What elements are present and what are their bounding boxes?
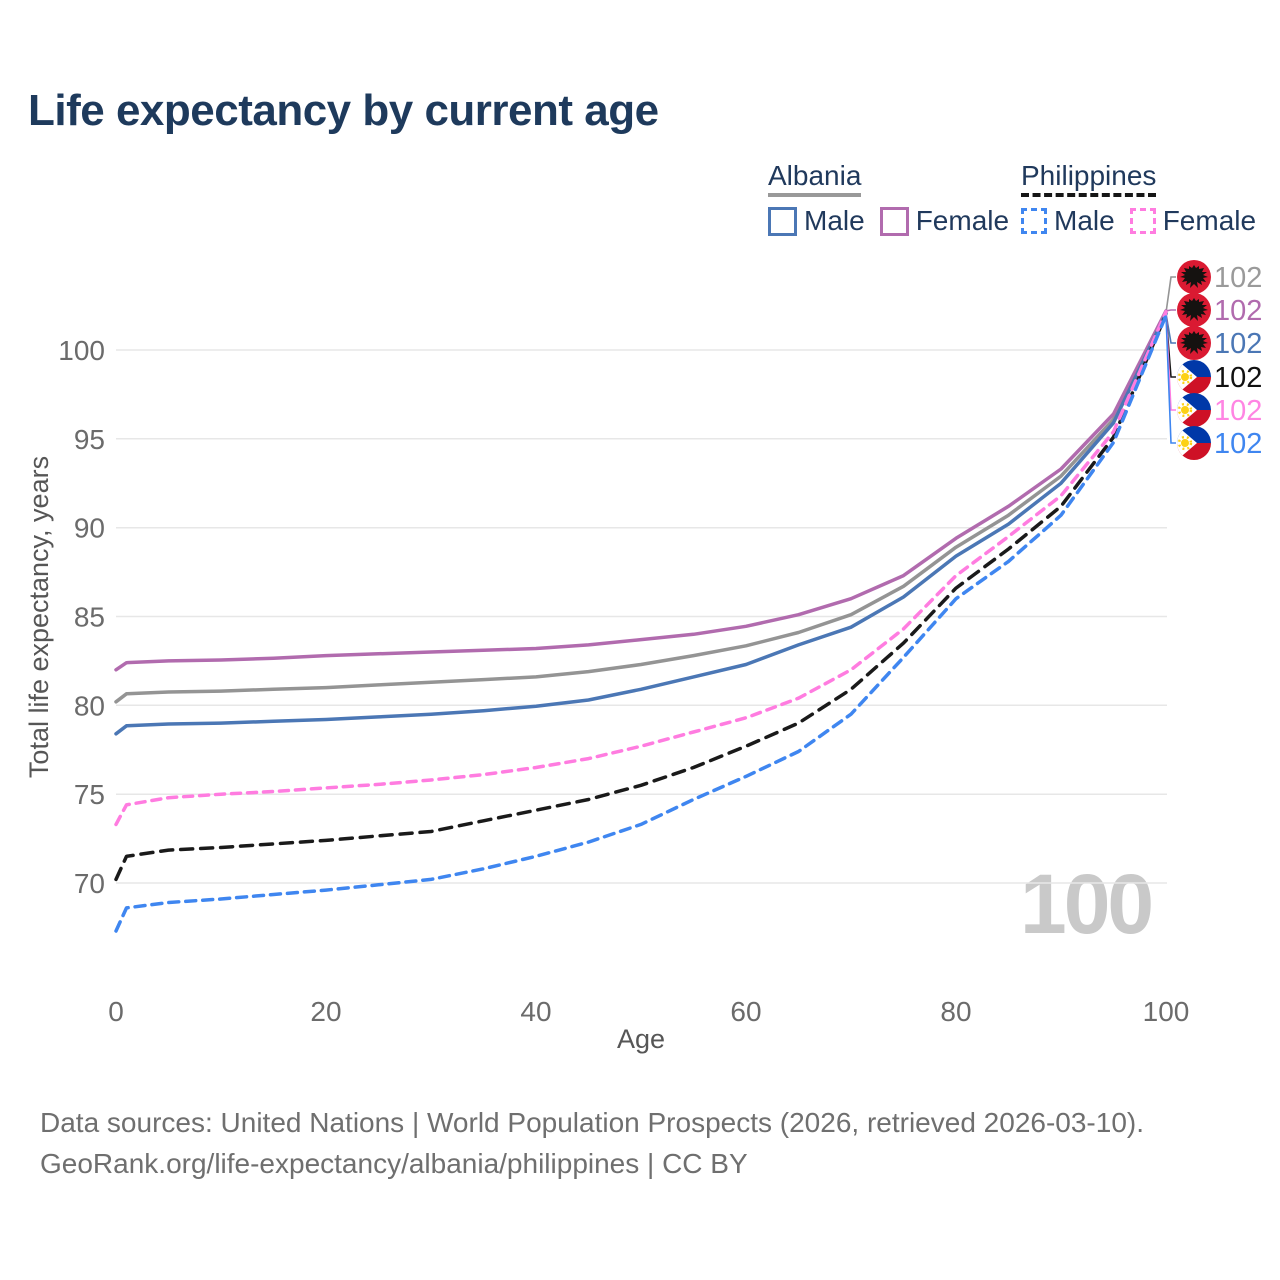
footer-attribution-link[interactable]: GeoRank.org/life-expectancy/albania/phil… [40, 1148, 748, 1179]
philippines-male-swatch-icon [1021, 208, 1047, 234]
philippines-female-swatch-icon [1129, 208, 1156, 234]
y-tick-75: 75 [74, 779, 105, 810]
y-tick-80: 80 [74, 690, 105, 721]
philippines-flag-icon [1177, 426, 1211, 460]
series-line-philippines-both [114, 312, 1168, 882]
label-connector-albania-both [1165, 276, 1176, 313]
x-tick-20: 20 [310, 996, 341, 1027]
y-tick-70: 70 [74, 868, 105, 899]
y-tick-95: 95 [74, 424, 105, 455]
legend-item-albania-male[interactable]: Male [768, 205, 865, 237]
legend-item-philippines-male[interactable]: Male [1021, 205, 1115, 237]
x-tick-100: 100 [1143, 996, 1190, 1027]
page-title: Life expectancy by current age [28, 86, 659, 135]
y-tick-85: 85 [74, 602, 105, 633]
albania-flag-icon [1177, 326, 1211, 360]
legend-country-albania[interactable]: Albania [768, 161, 862, 197]
footer: Data sources: United Nations | World Pop… [40, 1102, 1144, 1184]
label-connector-albania-female [1165, 309, 1176, 312]
x-tick-60: 60 [730, 996, 761, 1027]
legend-label-philippines-male: Male [1054, 205, 1115, 236]
label-connector-philippines-male [1165, 315, 1176, 444]
age-cursor-watermark: 100 [1020, 857, 1154, 951]
end-value-albania-male: 102 [1214, 328, 1262, 360]
philippines-flag-icon [1177, 393, 1211, 427]
legend-group-philippines: Philippines Male Female [1021, 161, 1256, 237]
x-tick-80: 80 [940, 996, 971, 1027]
legend-items-philippines: Male Female [1021, 205, 1256, 237]
legend-label-philippines-female: Female [1162, 205, 1257, 236]
end-value-philippines-female: 102 [1214, 395, 1262, 427]
end-value-albania-female: 102 [1214, 295, 1262, 327]
x-axis-title: Age [617, 1024, 665, 1054]
series-line-albania-female [114, 309, 1168, 672]
y-tick-90: 90 [74, 513, 105, 544]
series-line-philippines-female [114, 310, 1168, 827]
legend-country-philippines[interactable]: Philippines [1021, 161, 1157, 197]
end-value-philippines-both: 102 [1214, 362, 1262, 394]
x-tick-0: 0 [108, 996, 124, 1027]
albania-female-swatch-icon [879, 206, 909, 236]
legend-item-philippines-female[interactable]: Female [1129, 205, 1257, 237]
label-connector-albania-male [1165, 313, 1176, 344]
series-line-albania-male [114, 311, 1168, 736]
series-line-philippines-male [114, 313, 1168, 933]
albania-flag-icon [1177, 293, 1211, 327]
albania-flag-icon [1177, 260, 1211, 294]
series-line-albania-both [114, 310, 1168, 704]
legend-label-albania-female: Female [915, 205, 1010, 236]
legend-group-albania: Albania Male Female [768, 161, 1009, 237]
footer-data-sources: Data sources: United Nations | World Pop… [40, 1107, 1145, 1138]
end-value-albania-both: 102 [1214, 262, 1262, 294]
albania-male-swatch-icon [768, 206, 797, 236]
end-value-philippines-male: 102 [1214, 428, 1262, 460]
legend-item-albania-female[interactable]: Female [879, 205, 1010, 237]
legend-label-albania-male: Male [804, 205, 865, 236]
legend-items-albania: Male Female [768, 205, 1009, 237]
y-tick-100: 100 [58, 335, 105, 366]
x-tick-40: 40 [520, 996, 551, 1027]
philippines-flag-icon [1177, 360, 1211, 394]
y-axis-title: Total life expectancy, years [24, 456, 54, 778]
